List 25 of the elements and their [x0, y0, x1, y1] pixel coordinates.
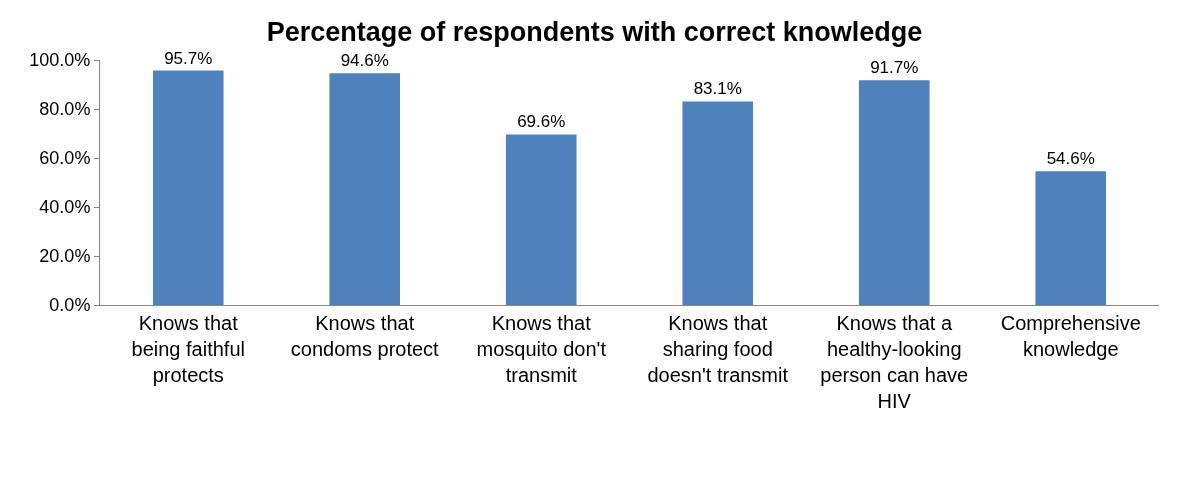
bar — [505, 134, 577, 305]
x-tick-label: Knows that sharing food doesn't transmit — [647, 312, 789, 386]
x-tick-label: Knows that condoms protect — [290, 312, 440, 360]
y-tick-label: 40.0% — [39, 197, 91, 218]
y-tick-label: 0.0% — [49, 295, 91, 316]
y-tick-label: 100.0% — [29, 50, 91, 71]
bar — [329, 73, 401, 305]
x-tick-label: Knows that a healthy-looking person can have HIV — [820, 312, 969, 412]
bar — [682, 101, 754, 305]
x-tick-label: Knows that mosquito don't transmit — [476, 312, 607, 386]
y-tick-label: 80.0% — [39, 99, 91, 120]
data-label: 83.1% — [693, 79, 742, 99]
bar — [858, 80, 930, 305]
x-tick-label: Knows that being faithful protects — [131, 312, 245, 386]
y-tick-label: 60.0% — [39, 148, 91, 169]
x-tick-label: Comprehensive knowledge — [1000, 312, 1141, 360]
bar — [152, 70, 224, 305]
chart-title: Percentage of respondents with correct knowledge — [266, 17, 923, 48]
data-label: 94.6% — [340, 51, 389, 71]
bar — [1035, 171, 1107, 305]
data-label: 69.6% — [517, 112, 566, 132]
data-label: 95.7% — [164, 48, 213, 68]
data-label: 91.7% — [870, 58, 919, 78]
data-label: 54.6% — [1046, 149, 1095, 169]
y-tick-label: 20.0% — [39, 246, 91, 267]
